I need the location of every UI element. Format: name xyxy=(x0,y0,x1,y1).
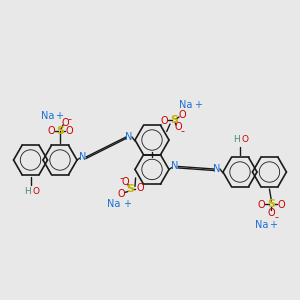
Text: S: S xyxy=(56,126,64,136)
Text: O: O xyxy=(268,208,275,218)
Text: O: O xyxy=(117,189,125,200)
Text: S: S xyxy=(170,115,178,125)
Text: O: O xyxy=(278,200,285,210)
Text: Na: Na xyxy=(255,220,268,230)
Text: +: + xyxy=(269,220,278,230)
Text: S: S xyxy=(126,184,134,194)
Text: O: O xyxy=(174,122,182,132)
Text: N: N xyxy=(125,132,133,142)
Text: -: - xyxy=(119,173,123,183)
Text: O: O xyxy=(47,126,55,136)
Text: N: N xyxy=(213,164,221,174)
Text: +: + xyxy=(123,200,131,209)
Text: O: O xyxy=(160,116,168,126)
Text: O: O xyxy=(258,200,265,210)
Text: +: + xyxy=(194,100,202,110)
Text: N: N xyxy=(171,161,179,171)
Text: Na: Na xyxy=(179,100,193,110)
Text: -: - xyxy=(67,114,71,124)
Text: Na: Na xyxy=(41,111,55,121)
Text: O: O xyxy=(178,110,186,120)
Text: H: H xyxy=(234,136,240,145)
Text: -: - xyxy=(180,126,184,136)
Text: Na: Na xyxy=(107,200,121,209)
Text: O: O xyxy=(136,183,144,194)
Text: O: O xyxy=(242,136,248,145)
Text: N: N xyxy=(79,152,87,162)
Text: H: H xyxy=(24,188,31,196)
Text: O: O xyxy=(61,118,69,128)
Text: +: + xyxy=(55,111,63,121)
Text: O: O xyxy=(32,188,39,196)
Text: -: - xyxy=(274,212,278,222)
Text: S: S xyxy=(267,199,275,209)
Text: O: O xyxy=(121,177,129,188)
Text: O: O xyxy=(65,126,73,136)
